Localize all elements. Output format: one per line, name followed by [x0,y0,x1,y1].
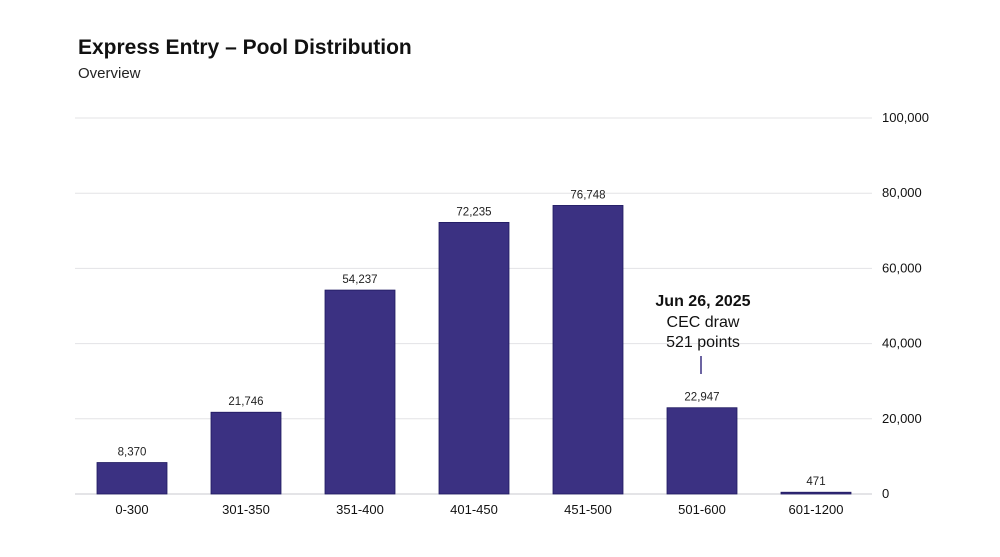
x-tick-label: 301-350 [222,502,270,517]
data-label: 72,235 [456,206,491,218]
annotation-line-1: CEC draw [667,314,740,331]
data-label: 21,746 [228,396,263,408]
bar-351-400[interactable] [324,289,396,495]
x-tick-label: 0-300 [115,502,148,517]
bar-0-300[interactable] [96,462,168,495]
annotation-title: Jun 26, 2025 [655,293,750,310]
y-tick-label: 60,000 [882,260,922,275]
data-label: 76,748 [570,189,605,201]
x-tick-label: 601-1200 [789,502,844,517]
x-tick-label: 401-450 [450,502,498,517]
y-tick-label: 40,000 [882,336,922,351]
bar-301-350[interactable] [210,411,282,495]
chart-subtitle: Overview [78,65,141,82]
chart-title: Express Entry – Pool Distribution [78,36,412,59]
data-label: 471 [806,476,825,488]
data-label: 54,237 [342,274,377,286]
data-label: 22,947 [684,392,719,404]
annotation-line-2: 521 points [666,334,740,351]
y-tick-label: 100,000 [882,110,929,125]
y-tick-label: 20,000 [882,411,922,426]
y-tick-label: 0 [882,486,889,501]
bar-451-500[interactable] [552,205,624,495]
x-tick-label: 351-400 [336,502,384,517]
x-tick-label: 451-500 [564,502,612,517]
y-tick-label: 80,000 [882,185,922,200]
bar-401-450[interactable] [438,221,510,495]
data-label: 8,370 [118,447,147,459]
bar-601-1200[interactable] [780,491,852,495]
bar-501-600[interactable] [666,407,738,495]
x-tick-label: 501-600 [678,502,726,517]
